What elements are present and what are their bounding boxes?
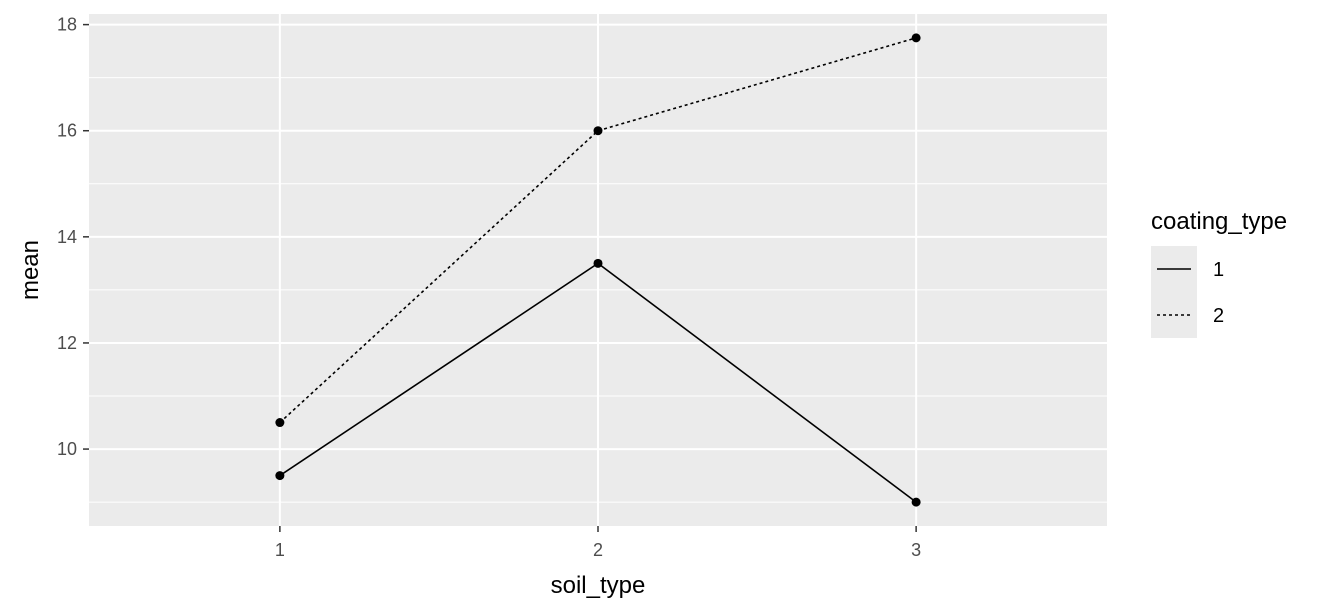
series-points bbox=[275, 33, 921, 507]
data-point bbox=[275, 418, 285, 428]
y-tick-label: 18 bbox=[57, 15, 77, 35]
data-point bbox=[911, 33, 921, 43]
x-tick-labels: 1 2 3 bbox=[275, 540, 921, 560]
legend: coating_type 12 bbox=[1151, 208, 1287, 338]
grid-major bbox=[89, 14, 1107, 526]
data-point bbox=[593, 126, 603, 136]
legend-keys: 12 bbox=[1151, 246, 1224, 338]
axis-ticks bbox=[83, 23, 917, 532]
y-tick-label: 12 bbox=[57, 333, 77, 353]
data-point bbox=[275, 471, 285, 481]
legend-label: 2 bbox=[1213, 305, 1224, 327]
y-tick-label: 16 bbox=[57, 121, 77, 141]
x-tick-label: 1 bbox=[275, 540, 285, 560]
y-tick-labels: 10 12 14 16 18 bbox=[57, 15, 77, 459]
legend-label: 1 bbox=[1213, 259, 1224, 281]
data-point bbox=[911, 497, 921, 507]
data-point bbox=[593, 258, 603, 268]
y-tick-label: 14 bbox=[57, 227, 77, 247]
x-tick-label: 3 bbox=[911, 540, 921, 560]
x-axis-title: soil_type bbox=[551, 572, 646, 599]
y-axis-title: mean bbox=[17, 240, 44, 300]
y-tick-label: 10 bbox=[57, 439, 77, 459]
x-tick-label: 2 bbox=[593, 540, 603, 560]
legend-title: coating_type bbox=[1151, 208, 1287, 235]
